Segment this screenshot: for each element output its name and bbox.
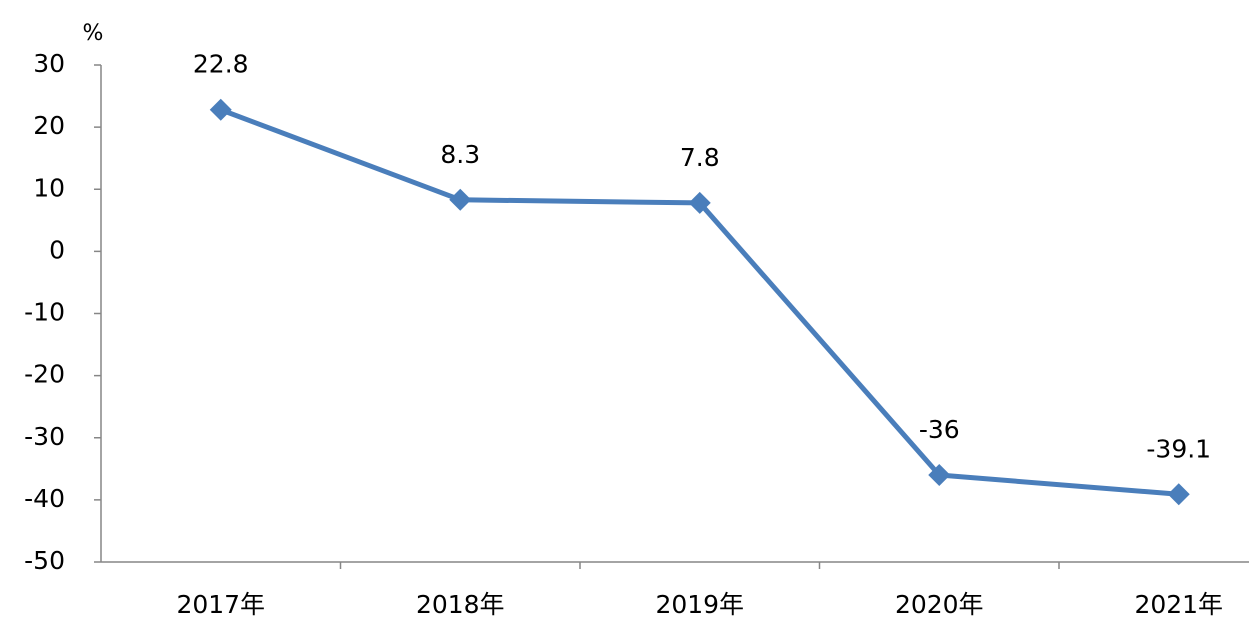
marker bbox=[1167, 483, 1190, 506]
x-tick-label: 2017年 bbox=[176, 590, 265, 619]
data-label: -39.1 bbox=[1146, 434, 1211, 463]
y-tick-label: -40 bbox=[24, 484, 65, 513]
data-label: 22.8 bbox=[193, 50, 249, 79]
y-tick-label: 20 bbox=[33, 111, 65, 140]
marker bbox=[688, 191, 711, 214]
data-label: 7.8 bbox=[680, 143, 720, 172]
x-tick-label: 2019年 bbox=[655, 590, 744, 619]
y-tick-label: 0 bbox=[49, 235, 65, 264]
y-tick-label: 10 bbox=[33, 173, 65, 202]
y-tick-label: 30 bbox=[33, 49, 65, 78]
marker bbox=[209, 98, 232, 121]
data-label: -36 bbox=[919, 415, 960, 444]
y-tick-label: -20 bbox=[24, 360, 65, 389]
y-tick-label: -50 bbox=[24, 546, 65, 575]
marker bbox=[928, 464, 951, 487]
marker bbox=[449, 188, 472, 211]
x-tick-label: 2018年 bbox=[416, 590, 505, 619]
data-label: 8.3 bbox=[440, 140, 480, 169]
x-tick-label: 2020年 bbox=[895, 590, 984, 619]
y-tick-label: -30 bbox=[24, 422, 65, 451]
y-axis-unit: % bbox=[83, 21, 104, 46]
y-tick-label: -10 bbox=[24, 298, 65, 327]
x-tick-label: 2021年 bbox=[1134, 590, 1223, 619]
